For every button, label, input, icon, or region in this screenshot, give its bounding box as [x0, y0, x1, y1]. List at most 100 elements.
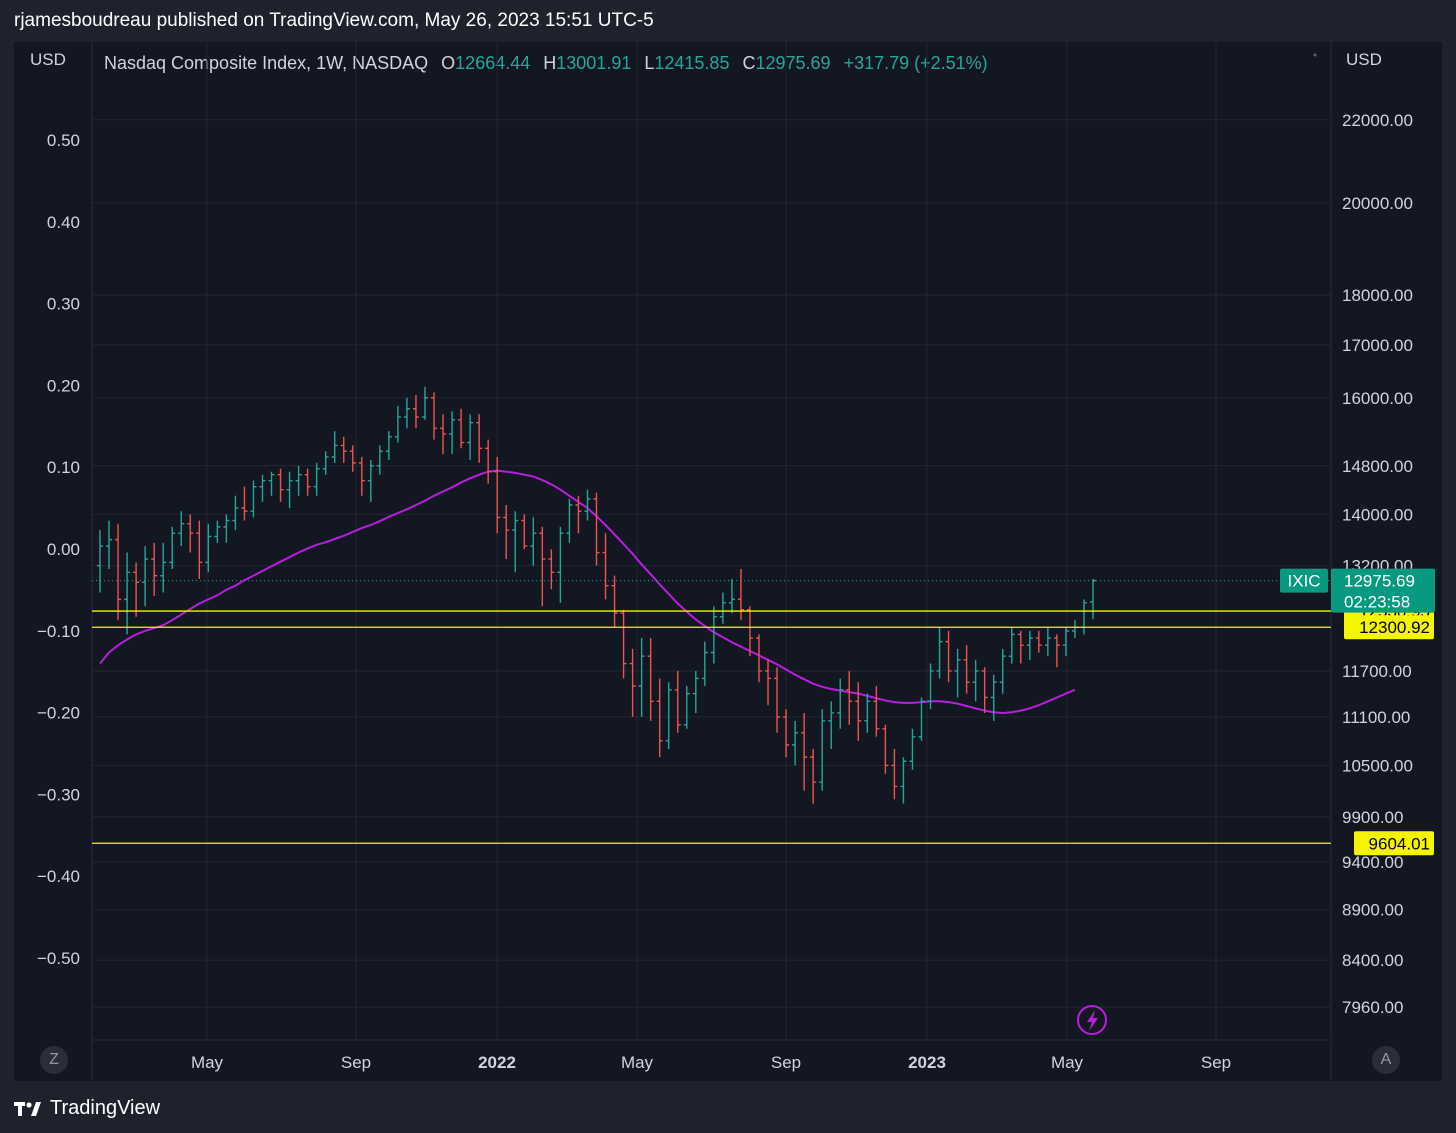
ohlc-bar[interactable] — [485, 439, 492, 484]
ohlc-bar[interactable] — [458, 408, 465, 449]
ohlc-bar[interactable] — [647, 638, 654, 721]
ohlc-bar[interactable] — [674, 670, 681, 733]
ohlc-bar[interactable] — [638, 638, 645, 717]
ohlc-bar[interactable] — [1035, 630, 1042, 653]
ohlc-bar[interactable] — [205, 523, 212, 573]
ohlc-bar[interactable] — [440, 414, 447, 455]
ohlc-bar[interactable] — [1090, 578, 1096, 620]
ohlc-bar[interactable] — [1062, 627, 1069, 657]
ohlc-bar[interactable] — [124, 552, 131, 635]
ohlc-bar[interactable] — [106, 520, 113, 569]
ohlc-bar[interactable] — [882, 724, 889, 774]
ohlc-bar[interactable] — [783, 709, 790, 758]
ohlc-bar[interactable] — [97, 530, 103, 593]
ohlc-bar[interactable] — [701, 641, 708, 687]
ohlc-bar[interactable] — [710, 606, 717, 664]
ohlc-bar[interactable] — [774, 667, 781, 733]
auto-scale-button[interactable]: A — [1372, 1046, 1400, 1074]
ohlc-bar[interactable] — [629, 648, 636, 717]
ohlc-bar[interactable] — [133, 562, 140, 617]
ohlc-bar[interactable] — [403, 397, 410, 429]
ohlc-bar[interactable] — [981, 667, 988, 713]
ohlc-bar[interactable] — [295, 465, 302, 496]
ohlc-bar[interactable] — [755, 634, 762, 683]
ohlc-bar[interactable] — [1071, 620, 1078, 639]
ohlc-bar[interactable] — [999, 648, 1006, 694]
ohlc-bar[interactable] — [936, 627, 943, 679]
ohlc-bar[interactable] — [873, 686, 880, 737]
ohlc-bar[interactable] — [620, 609, 627, 679]
ohlc-bar[interactable] — [954, 648, 961, 698]
ohlc-bar[interactable] — [530, 517, 537, 566]
ohlc-bar[interactable] — [340, 436, 347, 463]
ohlc-bar[interactable] — [467, 414, 474, 460]
ohlc-bar[interactable] — [963, 645, 970, 694]
ohlc-bar[interactable] — [900, 757, 907, 804]
ohlc-bar[interactable] — [737, 568, 744, 621]
ohlc-bar[interactable] — [331, 431, 338, 463]
ohlc-bar[interactable] — [115, 523, 122, 621]
ohlc-bar[interactable] — [178, 511, 185, 547]
ohlc-bar[interactable] — [241, 486, 248, 521]
ohlc-bar[interactable] — [557, 526, 564, 603]
ohlc-bar[interactable] — [196, 520, 203, 579]
ohlc-bar[interactable] — [431, 392, 438, 440]
ohlc-bar[interactable] — [259, 474, 266, 502]
ohlc-bar[interactable] — [421, 386, 428, 420]
ohlc-bar[interactable] — [286, 471, 293, 509]
ohlc-bar[interactable] — [719, 592, 726, 624]
ohlc-bar[interactable] — [1008, 627, 1015, 664]
ohlc-bar[interactable] — [503, 505, 510, 560]
ohlc-bar[interactable] — [656, 678, 663, 758]
ohlc-bar[interactable] — [846, 670, 853, 725]
ohlc-bar[interactable] — [349, 445, 356, 472]
ohlc-bar[interactable] — [1053, 634, 1060, 668]
ohlc-bar[interactable] — [358, 457, 365, 496]
ohlc-bar[interactable] — [1026, 630, 1033, 660]
ohlc-bar[interactable] — [322, 451, 329, 475]
ohlc-bar[interactable] — [548, 549, 555, 590]
ohlc-bar[interactable] — [945, 630, 952, 683]
ohlc-bar[interactable] — [918, 697, 925, 741]
ohlc-bar[interactable] — [575, 495, 582, 534]
ohlc-bar[interactable] — [665, 682, 672, 749]
ohlc-bar[interactable] — [169, 526, 176, 569]
ohlc-bar[interactable] — [214, 520, 221, 543]
ohlc-bar[interactable] — [304, 468, 311, 496]
ohlc-bar[interactable] — [142, 546, 149, 607]
ohlc-bar[interactable] — [972, 659, 979, 702]
tradingview-logo[interactable]: TradingView — [14, 1097, 160, 1120]
ohlc-bar[interactable] — [909, 728, 916, 770]
ohlc-bar[interactable] — [539, 526, 546, 607]
ohlc-bar[interactable] — [521, 514, 528, 550]
ohlc-bar[interactable] — [394, 405, 401, 443]
ohlc-bar[interactable] — [855, 682, 862, 741]
ohlc-bar[interactable] — [1044, 627, 1051, 657]
ohlc-bar[interactable] — [494, 457, 501, 534]
ohlc-bar[interactable] — [476, 414, 483, 463]
ohlc-bar[interactable] — [801, 712, 808, 791]
ohlc-bar[interactable] — [864, 693, 871, 733]
ohlc-bar[interactable] — [611, 575, 618, 628]
ohlc-bar[interactable] — [828, 701, 835, 749]
ohlc-bar[interactable] — [232, 495, 239, 531]
ohlc-bar[interactable] — [412, 395, 419, 429]
ohlc-bar[interactable] — [277, 468, 284, 502]
ohlc-bar[interactable] — [151, 542, 158, 596]
chart-panel[interactable] — [14, 42, 1442, 1081]
ohlc-bar[interactable] — [593, 492, 600, 566]
ohlc-bar[interactable] — [765, 659, 772, 706]
ohlc-bar[interactable] — [250, 480, 257, 518]
ohlc-bar[interactable] — [692, 670, 699, 713]
ohlc-bar[interactable] — [376, 445, 383, 475]
ohlc-bar[interactable] — [187, 514, 194, 553]
ohlc-bar[interactable] — [584, 489, 591, 521]
ohlc-bar[interactable] — [728, 578, 735, 614]
ohlc-bar[interactable] — [990, 674, 997, 721]
ohlc-bar[interactable] — [927, 663, 934, 710]
ohlc-bar[interactable] — [602, 533, 609, 600]
ohlc-bar[interactable] — [891, 748, 898, 800]
ohlc-bar[interactable] — [449, 411, 456, 455]
ohlc-bar[interactable] — [792, 720, 799, 766]
